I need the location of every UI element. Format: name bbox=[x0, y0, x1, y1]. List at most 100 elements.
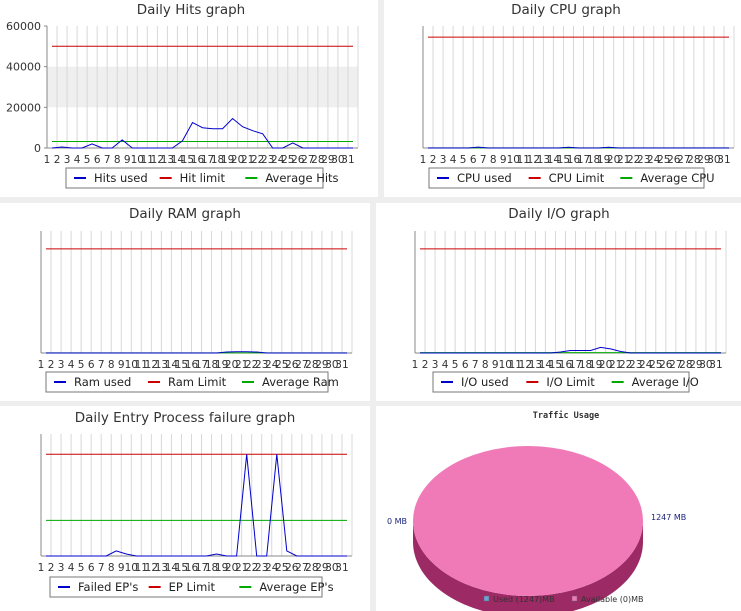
x-tick-label: 5 bbox=[78, 562, 85, 574]
x-tick-label: 31 bbox=[709, 359, 722, 371]
x-tick-label: 21 bbox=[617, 154, 630, 166]
traffic-usage-chart: Traffic Usage 0 MB 1247 MB Used (1247)MB Ava… bbox=[387, 410, 686, 611]
x-tick-label: 7 bbox=[472, 359, 479, 371]
x-tick-label: 20 bbox=[231, 154, 244, 166]
x-tick-label: 2 bbox=[54, 154, 61, 166]
x-tick-label: 4 bbox=[68, 562, 75, 574]
legend-label: I/O used bbox=[461, 375, 509, 389]
x-tick-label: 23 bbox=[629, 359, 642, 371]
x-tick-label: 8 bbox=[108, 562, 115, 574]
x-tick-label: 21 bbox=[235, 359, 248, 371]
y-tick-label: 40000 bbox=[6, 61, 41, 74]
x-tick-label: 30 bbox=[699, 359, 712, 371]
x-tick-label: 1 bbox=[38, 562, 45, 574]
x-tick-label: 18 bbox=[587, 154, 600, 166]
x-tick-label: 5 bbox=[460, 154, 467, 166]
legend-label: EP Limit bbox=[169, 580, 216, 594]
series-line-0 bbox=[420, 346, 721, 354]
x-tick-label: 27 bbox=[295, 562, 308, 574]
chart-title: Daily RAM graph bbox=[129, 206, 241, 222]
x-tick-label: 5 bbox=[78, 359, 85, 371]
x-tick-label: 18 bbox=[579, 359, 592, 371]
x-tick-label: 7 bbox=[480, 154, 487, 166]
x-tick-label: 11 bbox=[517, 154, 530, 166]
x-tick-label: 24 bbox=[265, 359, 279, 371]
x-tick-label: 7 bbox=[98, 359, 105, 371]
chart-title: Daily Hits graph bbox=[137, 2, 246, 18]
x-tick-label: 6 bbox=[470, 154, 477, 166]
x-tick-label: 19 bbox=[221, 154, 234, 166]
x-tick-label: 1 bbox=[420, 154, 427, 166]
x-tick-label: 5 bbox=[452, 359, 459, 371]
x-tick-label: 17 bbox=[569, 359, 582, 371]
pie-legend-swatch bbox=[483, 595, 490, 602]
x-tick-label: 9 bbox=[118, 359, 125, 371]
x-tick-label: 12 bbox=[145, 562, 158, 574]
x-tick-label: 31 bbox=[717, 154, 730, 166]
x-tick-label: 13 bbox=[155, 562, 168, 574]
legend-label: Failed EP's bbox=[78, 580, 138, 594]
y-tick-label: 20000 bbox=[6, 101, 41, 114]
pie-legend-label: Available (0)MB bbox=[581, 595, 643, 604]
x-tick-label: 8 bbox=[108, 359, 115, 371]
x-tick-label: 29 bbox=[697, 154, 710, 166]
x-tick-label: 11 bbox=[135, 562, 148, 574]
x-tick-label: 15 bbox=[557, 154, 570, 166]
legend-label: CPU used bbox=[457, 171, 512, 185]
pie-slice-used bbox=[413, 446, 643, 596]
x-tick-label: 29 bbox=[315, 562, 328, 574]
legend-label: CPU Limit bbox=[549, 171, 605, 185]
x-tick-label: 15 bbox=[175, 359, 188, 371]
legend bbox=[432, 371, 690, 393]
x-tick-label: 22 bbox=[619, 359, 632, 371]
x-tick-label: 25 bbox=[275, 562, 288, 574]
x-tick-label: 16 bbox=[191, 154, 205, 166]
x-tick-label: 26 bbox=[285, 562, 299, 574]
pie-slice-side bbox=[413, 521, 643, 611]
x-tick-label: 10 bbox=[499, 359, 512, 371]
x-tick-label: 31 bbox=[341, 154, 354, 166]
x-tick-label: 30 bbox=[707, 154, 720, 166]
x-tick-label: 14 bbox=[171, 154, 185, 166]
series-line-0 bbox=[46, 351, 347, 354]
x-tick-label: 6 bbox=[462, 359, 469, 371]
x-tick-label: 9 bbox=[492, 359, 499, 371]
x-tick-label: 6 bbox=[94, 154, 101, 166]
x-tick-label: 26 bbox=[659, 359, 673, 371]
x-tick-label: 13 bbox=[161, 154, 174, 166]
x-tick-label: 27 bbox=[295, 359, 308, 371]
x-tick-label: 8 bbox=[114, 154, 121, 166]
x-tick-label: 16 bbox=[185, 359, 199, 371]
x-tick-label: 17 bbox=[577, 154, 590, 166]
x-tick-label: 27 bbox=[677, 154, 690, 166]
x-tick-label: 16 bbox=[567, 154, 581, 166]
legend bbox=[49, 576, 323, 598]
x-tick-label: 13 bbox=[529, 359, 542, 371]
x-tick-label: 26 bbox=[291, 154, 305, 166]
legend-label: I/O Limit bbox=[546, 375, 595, 389]
x-tick-label: 13 bbox=[537, 154, 550, 166]
x-tick-label: 24 bbox=[271, 154, 285, 166]
x-tick-label: 25 bbox=[649, 359, 662, 371]
x-tick-label: 5 bbox=[84, 154, 91, 166]
x-tick-label: 22 bbox=[245, 562, 258, 574]
x-tick-label: 27 bbox=[669, 359, 682, 371]
x-tick-label: 11 bbox=[509, 359, 522, 371]
x-tick-label: 19 bbox=[215, 562, 228, 574]
x-tick-label: 30 bbox=[331, 154, 344, 166]
x-tick-label: 23 bbox=[255, 562, 268, 574]
x-tick-label: 14 bbox=[165, 562, 179, 574]
x-tick-label: 31 bbox=[335, 359, 348, 371]
pie-legend-label: Used (1247)MB bbox=[493, 595, 555, 604]
x-tick-label: 4 bbox=[74, 154, 81, 166]
x-tick-label: 16 bbox=[185, 562, 199, 574]
x-tick-label: 29 bbox=[315, 359, 328, 371]
x-tick-label: 4 bbox=[450, 154, 457, 166]
x-tick-label: 8 bbox=[482, 359, 489, 371]
x-tick-label: 28 bbox=[311, 154, 324, 166]
cpu-chart-panel: Daily CPU graph 1 2 3 4 5 6 7 8 9 10 11 12 13 14 15 16 17… bbox=[384, 0, 741, 197]
x-tick-label: 26 bbox=[285, 359, 299, 371]
